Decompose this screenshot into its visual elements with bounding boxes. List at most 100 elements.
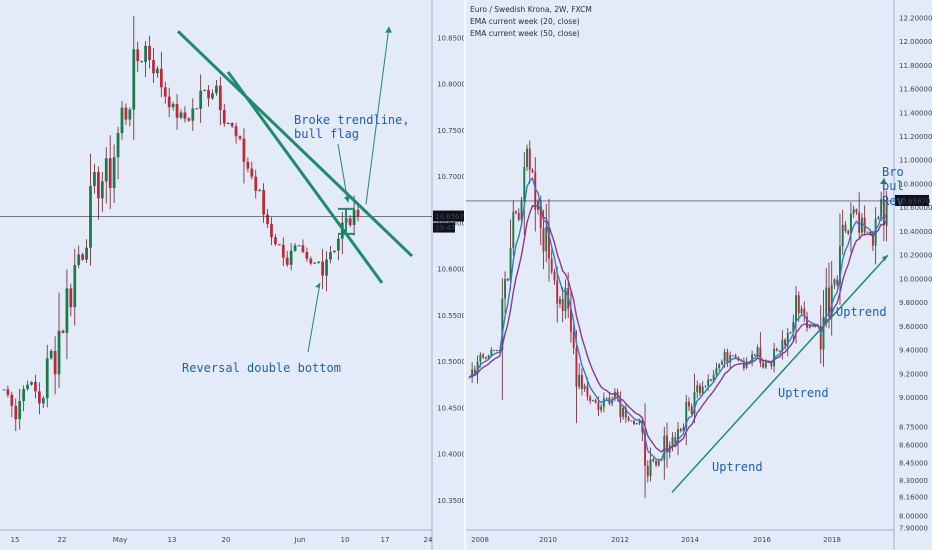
- daily-candle-body: [132, 49, 136, 110]
- projection-arrowhead: [385, 26, 392, 33]
- daily-candle-body: [120, 107, 124, 134]
- trendline-lower: [226, 71, 384, 284]
- price-tick-label: 10.50000: [437, 358, 464, 366]
- biweekly-candle-body: [789, 332, 792, 334]
- daily-candle-body: [89, 186, 92, 248]
- biweekly-candle-body: [569, 308, 572, 332]
- biweekly-candle-body: [830, 284, 833, 317]
- daily-candle-body: [317, 261, 321, 263]
- price-tick-label: 11.80000: [899, 62, 932, 70]
- biweekly-candle-body: [528, 148, 531, 170]
- daily-candle-body: [246, 161, 250, 169]
- ema20-legend: EMA current week (20, close): [470, 17, 580, 26]
- biweekly-candle-body: [633, 420, 636, 425]
- price-tick-label: 9.80000: [899, 299, 928, 307]
- time-tick-label: 20: [222, 536, 231, 544]
- biweekly-chart[interactable]: 12.20000 12.00000 11.80000 11.60000 11.40000…: [466, 0, 932, 550]
- daily-candle-body: [128, 109, 132, 120]
- biweekly-candle-body: [542, 227, 545, 252]
- biweekly-candle-body: [701, 386, 704, 394]
- daily-candle-body: [49, 351, 53, 359]
- annotation-uptrend-1: Uptrend: [712, 460, 763, 474]
- daily-candle-body: [262, 189, 265, 215]
- daily-candle-body: [85, 247, 88, 260]
- daily-chart[interactable]: 10.8500010.8000010.7500010.7000010.65000…: [0, 0, 464, 550]
- time-tick-label: 22: [58, 536, 67, 544]
- biweekly-candle-body: [709, 379, 712, 381]
- biweekly-candle-body: [630, 420, 633, 422]
- biweekly-candle-body: [729, 355, 732, 363]
- daily-candle-body: [57, 330, 61, 375]
- biweekly-candle-body: [627, 417, 630, 421]
- biweekly-candle-body: [718, 364, 721, 368]
- daily-candle-body: [26, 384, 29, 389]
- daily-candle-body: [148, 45, 151, 61]
- biweekly-candle-body: [473, 369, 476, 374]
- time-tick-label: Jun: [294, 536, 306, 544]
- biweekly-candle-body: [693, 392, 696, 415]
- biweekly-candle-body: [512, 211, 515, 248]
- daily-candle-body: [100, 181, 104, 199]
- biweekly-candle-body: [468, 377, 471, 379]
- biweekly-candle-body: [520, 201, 523, 220]
- biweekly-candle-body: [471, 369, 474, 378]
- biweekly-candle-body: [825, 287, 828, 318]
- daily-candle-body: [309, 258, 313, 264]
- biweekly-candle-body: [715, 367, 718, 375]
- biweekly-candle-body: [506, 278, 509, 281]
- biweekly-candle-body: [786, 333, 789, 345]
- time-tick-label: 17: [381, 536, 390, 544]
- price-tick-label: 9.40000: [899, 347, 928, 355]
- daily-candle-body: [352, 209, 356, 225]
- annotation-clipped-1: Bro: [882, 165, 904, 179]
- daily-candle-body: [348, 218, 352, 225]
- biweekly-candle-body: [531, 169, 534, 173]
- biweekly-candle-body: [800, 308, 803, 314]
- daily-candle-body: [97, 172, 100, 199]
- biweekly-candle-body: [828, 287, 830, 317]
- time-tick-label: 2008: [471, 536, 489, 544]
- biweekly-candle-body: [855, 209, 858, 213]
- breakout-arrowhead: [344, 196, 350, 203]
- biweekly-candle-body: [561, 298, 564, 312]
- biweekly-candle-body: [764, 362, 767, 368]
- price-tick-label: 9.20000: [899, 370, 928, 378]
- biweekly-candle-body: [539, 201, 542, 228]
- daily-candle-body: [45, 358, 49, 399]
- time-tick-label: 2012: [611, 536, 629, 544]
- biweekly-candle-body: [553, 271, 556, 281]
- daily-candle-body: [53, 351, 57, 375]
- pane-divider[interactable]: [464, 0, 466, 550]
- daily-candle-body: [226, 122, 230, 124]
- daily-chart-pane[interactable]: 10.8500010.8000010.7500010.7000010.65000…: [0, 0, 464, 550]
- breakout-arrow: [337, 144, 349, 203]
- projection-arrow: [365, 26, 390, 205]
- daily-candle-body: [124, 107, 128, 120]
- daily-candle-body: [242, 138, 246, 162]
- last-price-tag: [433, 210, 464, 222]
- biweekly-candle-body: [493, 349, 496, 351]
- biweekly-candle-body: [720, 361, 723, 365]
- biweekly-candle-body: [753, 354, 756, 356]
- biweekly-candle-body: [833, 279, 836, 285]
- biweekly-candle-body: [559, 298, 561, 304]
- biweekly-candle-body: [704, 385, 707, 387]
- biweekly-candle-body: [839, 246, 841, 285]
- biweekly-candle-body: [495, 349, 498, 351]
- biweekly-candle-body: [550, 258, 553, 272]
- biweekly-chart-pane[interactable]: 12.20000 12.00000 11.80000 11.60000 11.40000…: [466, 0, 932, 550]
- biweekly-candle-body: [690, 406, 693, 415]
- daily-candle-body: [144, 45, 147, 63]
- price-tick-label: 12.20000: [899, 14, 932, 22]
- biweekly-candle-body: [613, 391, 616, 400]
- biweekly-candle-body: [602, 398, 605, 407]
- last-price-label: 10.65670: [435, 213, 464, 221]
- daily-candle-body: [215, 85, 218, 94]
- biweekly-candle-body: [869, 231, 872, 234]
- biweekly-candle-body: [556, 280, 559, 304]
- daily-candle-body: [313, 262, 317, 264]
- price-tick-label: 10.35000: [437, 497, 464, 505]
- price-tick-label: 9.00000: [899, 394, 928, 402]
- daily-candle-body: [108, 158, 112, 188]
- daily-candle-body: [34, 381, 37, 392]
